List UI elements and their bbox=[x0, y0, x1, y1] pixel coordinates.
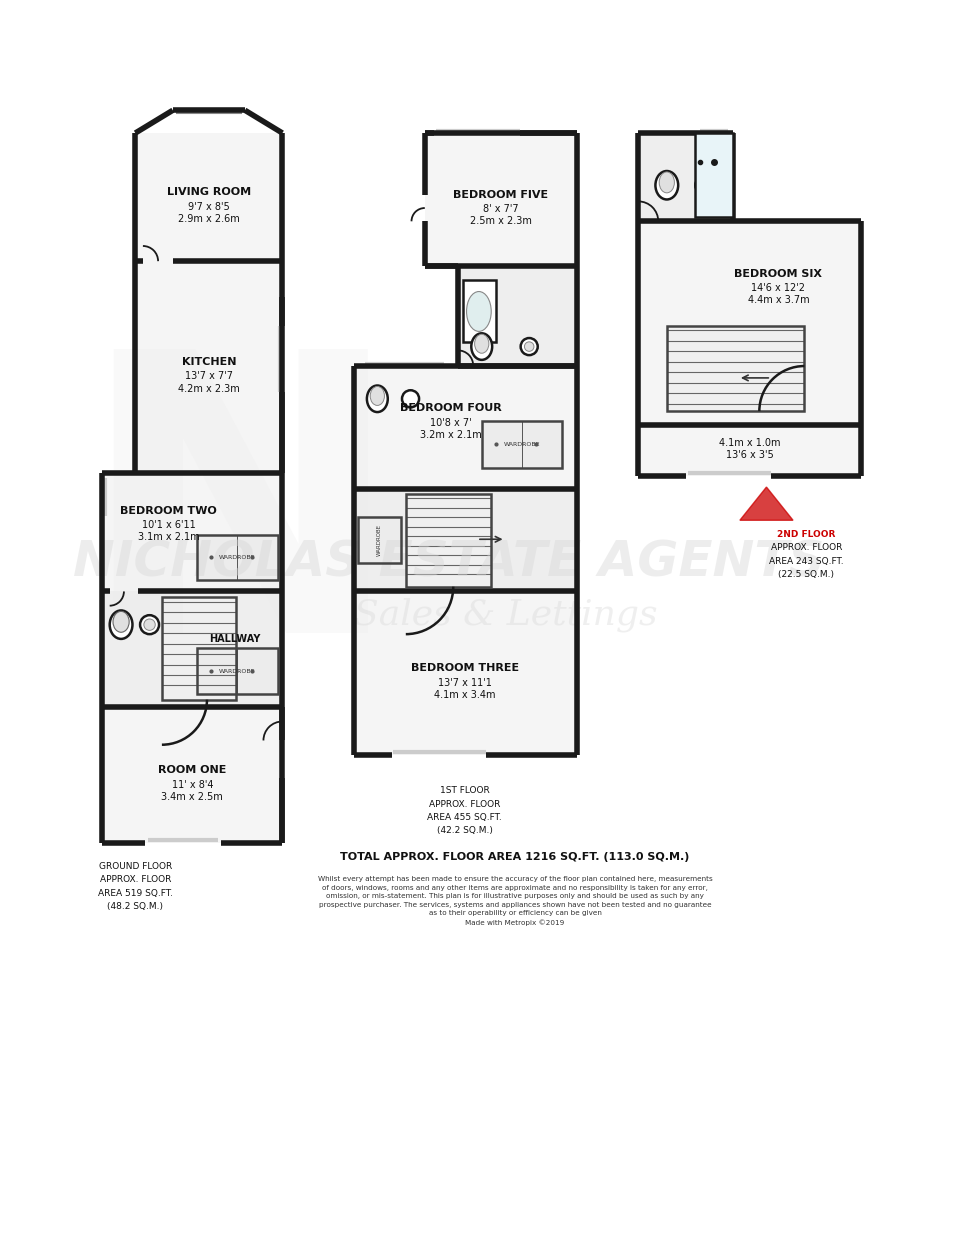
Bar bbox=[424, 134, 576, 266]
Text: WARDROBE: WARDROBE bbox=[504, 442, 540, 447]
Text: Sales & Lettings: Sales & Lettings bbox=[354, 597, 658, 632]
Ellipse shape bbox=[695, 176, 714, 194]
Ellipse shape bbox=[144, 618, 155, 631]
Text: (48.2 SQ.M.): (48.2 SQ.M.) bbox=[108, 902, 164, 910]
Text: APPROX. FLOOR: APPROX. FLOOR bbox=[770, 543, 842, 552]
Text: Whilst every attempt has been made to ensure the accuracy of the floor plan cont: Whilst every attempt has been made to en… bbox=[318, 876, 712, 925]
Ellipse shape bbox=[402, 390, 419, 407]
Bar bbox=[102, 708, 282, 842]
Ellipse shape bbox=[113, 611, 129, 632]
Text: TOTAL APPROX. FLOOR AREA 1216 SQ.FT. (113.0 SQ.M.): TOTAL APPROX. FLOOR AREA 1216 SQ.FT. (11… bbox=[340, 852, 690, 862]
Text: NICHOLAS ESTATE AGENTS: NICHOLAS ESTATE AGENTS bbox=[73, 539, 824, 588]
Ellipse shape bbox=[524, 341, 534, 351]
Bar bbox=[638, 426, 861, 476]
Ellipse shape bbox=[367, 386, 388, 412]
Text: 3.1m x 2.1m: 3.1m x 2.1m bbox=[138, 532, 199, 542]
Text: BEDROOM FIVE: BEDROOM FIVE bbox=[453, 189, 548, 199]
Ellipse shape bbox=[466, 292, 491, 332]
Text: (42.2 SQ.M.): (42.2 SQ.M.) bbox=[437, 826, 493, 835]
Bar bbox=[102, 473, 282, 591]
Ellipse shape bbox=[370, 386, 384, 406]
Ellipse shape bbox=[520, 338, 538, 355]
Bar bbox=[666, 325, 805, 411]
Polygon shape bbox=[740, 487, 793, 521]
Ellipse shape bbox=[660, 172, 674, 193]
Text: AREA 455 SQ.FT.: AREA 455 SQ.FT. bbox=[427, 813, 502, 821]
Bar bbox=[197, 534, 277, 580]
Bar bbox=[482, 421, 563, 468]
Text: BEDROOM SIX: BEDROOM SIX bbox=[734, 268, 822, 278]
Text: 4.4m x 3.7m: 4.4m x 3.7m bbox=[748, 296, 809, 306]
Bar bbox=[354, 366, 576, 489]
Text: 4.1m x 3.4m: 4.1m x 3.4m bbox=[434, 690, 496, 700]
Text: WARDROBE: WARDROBE bbox=[220, 669, 256, 674]
Bar bbox=[463, 280, 496, 341]
Text: AREA 243 SQ.FT.: AREA 243 SQ.FT. bbox=[769, 557, 844, 565]
Bar bbox=[695, 134, 733, 216]
Bar bbox=[135, 134, 282, 261]
Text: LIVING ROOM: LIVING ROOM bbox=[167, 187, 251, 198]
Bar bbox=[406, 494, 491, 586]
Bar bbox=[162, 597, 236, 700]
Text: 10'1 x 6'11: 10'1 x 6'11 bbox=[142, 520, 195, 529]
Bar bbox=[638, 221, 861, 426]
Text: N: N bbox=[77, 336, 403, 714]
Bar bbox=[359, 517, 401, 563]
Ellipse shape bbox=[140, 615, 159, 635]
Text: 10'8 x 7': 10'8 x 7' bbox=[430, 418, 471, 428]
Text: 13'7 x 11'1: 13'7 x 11'1 bbox=[438, 678, 492, 688]
Bar bbox=[482, 421, 563, 468]
Text: 2.5m x 2.3m: 2.5m x 2.3m bbox=[469, 216, 532, 226]
Ellipse shape bbox=[474, 334, 489, 354]
Ellipse shape bbox=[110, 610, 132, 638]
Text: HALLWAY: HALLWAY bbox=[210, 633, 261, 644]
Text: AREA 519 SQ.FT.: AREA 519 SQ.FT. bbox=[98, 888, 172, 898]
Text: KITCHEN: KITCHEN bbox=[181, 357, 236, 367]
Bar bbox=[666, 325, 805, 411]
FancyBboxPatch shape bbox=[696, 162, 713, 178]
Text: 3.2m x 2.1m: 3.2m x 2.1m bbox=[420, 429, 482, 440]
Text: 8' x 7'7: 8' x 7'7 bbox=[483, 204, 518, 214]
Bar bbox=[135, 261, 282, 473]
Bar bbox=[162, 597, 236, 700]
Text: 3.4m x 2.5m: 3.4m x 2.5m bbox=[162, 792, 223, 802]
Text: BEDROOM FOUR: BEDROOM FOUR bbox=[400, 403, 502, 413]
Text: WARDROBE: WARDROBE bbox=[220, 554, 256, 560]
Text: 9'7 x 8'5: 9'7 x 8'5 bbox=[188, 202, 229, 212]
Text: 14'6 x 12'2: 14'6 x 12'2 bbox=[752, 283, 806, 293]
Text: 13'7 x 7'7: 13'7 x 7'7 bbox=[185, 371, 233, 381]
Bar bbox=[197, 648, 277, 694]
Text: APPROX. FLOOR: APPROX. FLOOR bbox=[100, 876, 171, 884]
Bar bbox=[197, 648, 277, 694]
Bar bbox=[102, 591, 282, 708]
Text: 1ST FLOOR: 1ST FLOOR bbox=[440, 787, 490, 795]
Ellipse shape bbox=[471, 333, 492, 360]
Text: WARDROBE: WARDROBE bbox=[377, 524, 382, 557]
Text: (22.5 SQ.M.): (22.5 SQ.M.) bbox=[778, 570, 834, 579]
Bar bbox=[354, 489, 576, 591]
Bar bbox=[458, 266, 576, 366]
Text: 13'6 x 3'5: 13'6 x 3'5 bbox=[726, 450, 774, 460]
Text: APPROX. FLOOR: APPROX. FLOOR bbox=[429, 799, 501, 809]
Text: BEDROOM TWO: BEDROOM TWO bbox=[121, 506, 217, 516]
Bar bbox=[406, 494, 491, 586]
Text: 11' x 8'4: 11' x 8'4 bbox=[172, 779, 213, 789]
Text: 4.2m x 2.3m: 4.2m x 2.3m bbox=[178, 383, 240, 393]
Ellipse shape bbox=[656, 171, 678, 199]
Text: 2ND FLOOR: 2ND FLOOR bbox=[777, 529, 836, 539]
Text: BEDROOM THREE: BEDROOM THREE bbox=[411, 663, 519, 673]
Text: GROUND FLOOR: GROUND FLOOR bbox=[99, 862, 172, 871]
Text: ROOM ONE: ROOM ONE bbox=[158, 766, 226, 776]
Bar bbox=[359, 517, 401, 563]
Bar bbox=[197, 534, 277, 580]
Text: 2.9m x 2.6m: 2.9m x 2.6m bbox=[178, 214, 240, 224]
Bar bbox=[354, 591, 576, 755]
Bar bbox=[638, 134, 733, 221]
Text: 4.1m x 1.0m: 4.1m x 1.0m bbox=[719, 438, 781, 448]
